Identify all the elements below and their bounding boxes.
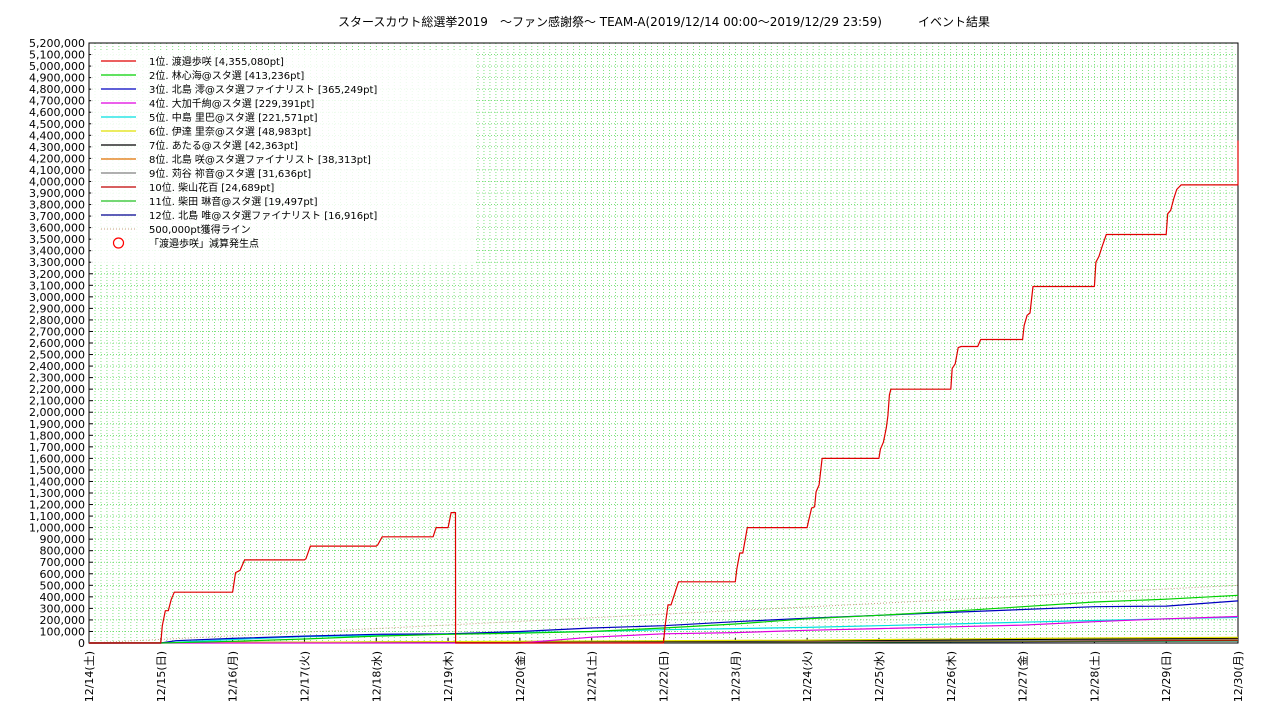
x-tick-label: 12/27(金) — [1016, 651, 1030, 702]
y-tick-label: 4,500,000 — [29, 118, 85, 131]
series-layer — [88, 140, 1239, 644]
y-tick-label: 3,200,000 — [29, 268, 85, 281]
y-tick-label: 1,600,000 — [29, 452, 85, 465]
x-tick-label: 12/24(火) — [801, 651, 814, 702]
legend-label: 8位. 北島 咲@スタ選ファイナリスト [38,313pt] — [149, 153, 371, 166]
y-tick-label: 1,400,000 — [29, 475, 85, 488]
y-tick-label: 200,000 — [40, 614, 86, 627]
y-tick-label: 4,900,000 — [29, 72, 85, 85]
y-tick-label: 1,700,000 — [29, 441, 85, 454]
x-tick-label: 12/22(日) — [658, 651, 671, 702]
y-tick-label: 900,000 — [40, 533, 86, 546]
y-tick-label: 300,000 — [40, 602, 86, 615]
y-tick-label: 3,900,000 — [29, 187, 85, 200]
x-tick-label: 12/21(土) — [586, 651, 599, 702]
series-line — [89, 615, 1239, 644]
y-tick-label: 2,900,000 — [29, 302, 85, 315]
legend-label: 3位. 北島 澪@スタ選ファイナリスト [365,249pt] — [149, 83, 377, 96]
x-tick-label: 12/19(木) — [442, 651, 455, 702]
axes: 0100,000200,000300,000400,000500,000600,… — [29, 37, 1245, 702]
x-tick-label: 12/28(土) — [1088, 651, 1101, 702]
y-tick-label: 1,500,000 — [29, 464, 85, 477]
x-tick-label: 12/17(火) — [298, 651, 311, 702]
y-tick-label: 4,800,000 — [29, 83, 85, 96]
legend-label: 6位. 伊達 里奈@スタ選 [48,983pt] — [149, 125, 311, 138]
y-tick-label: 4,200,000 — [29, 152, 85, 165]
legend: 1位. 渡邉歩咲 [4,355,080pt]2位. 林心海@スタ選 [413,2… — [91, 51, 476, 264]
legend-label: 11位. 柴田 琳音@スタ選 [19,497pt] — [149, 195, 318, 208]
y-tick-label: 3,400,000 — [29, 245, 85, 258]
y-tick-label: 1,300,000 — [29, 487, 85, 500]
y-tick-label: 2,300,000 — [29, 372, 85, 385]
y-tick-label: 2,000,000 — [29, 406, 85, 419]
legend-label: 4位. 大加千絢@スタ選 [229,391pt] — [149, 97, 314, 110]
y-tick-label: 4,400,000 — [29, 129, 85, 142]
legend-label: 「渡邉歩咲」減算発生点 — [149, 237, 259, 250]
legend-label: 1位. 渡邉歩咲 [4,355,080pt] — [149, 55, 284, 68]
y-tick-label: 3,800,000 — [29, 199, 85, 212]
y-tick-label: 1,000,000 — [29, 522, 85, 535]
y-tick-label: 4,300,000 — [29, 141, 85, 154]
series-line — [89, 140, 1239, 644]
legend-marker-icon — [112, 237, 125, 249]
x-tick-label: 12/18(水) — [370, 651, 383, 702]
legend-label: 12位. 北島 唯@スタ選ファイナリスト [16,916pt] — [149, 209, 377, 222]
y-tick-label: 3,700,000 — [29, 210, 85, 223]
y-tick-label: 100,000 — [40, 625, 86, 638]
y-tick-label: 600,000 — [40, 568, 86, 581]
y-tick-label: 3,000,000 — [29, 291, 85, 304]
y-tick-label: 2,400,000 — [29, 360, 85, 373]
y-tick-label: 5,200,000 — [29, 37, 85, 50]
y-tick-label: 3,600,000 — [29, 222, 85, 235]
series-line — [89, 600, 1239, 644]
y-tick-label: 1,100,000 — [29, 510, 85, 523]
y-tick-label: 5,100,000 — [29, 49, 85, 62]
y-tick-label: 3,300,000 — [29, 256, 85, 269]
legend-label: 500,000pt獲得ライン — [149, 223, 251, 236]
y-tick-label: 4,100,000 — [29, 164, 85, 177]
series-line — [89, 616, 1239, 644]
y-tick-label: 5,000,000 — [29, 60, 85, 73]
y-tick-label: 1,900,000 — [29, 418, 85, 431]
y-tick-label: 400,000 — [40, 591, 86, 604]
legend-box — [91, 51, 476, 264]
y-tick-label: 2,700,000 — [29, 325, 85, 338]
y-tick-label: 4,000,000 — [29, 175, 85, 188]
x-tick-label: 12/20(金) — [513, 651, 527, 702]
y-tick-label: 2,600,000 — [29, 337, 85, 350]
y-tick-label: 800,000 — [40, 545, 86, 558]
legend-label: 9位. 苅谷 祢音@スタ選 [31,636pt] — [149, 167, 311, 180]
chart-title: スタースカウト総選挙2019 ～ファン感謝祭～ TEAM-A(2019/12/1… — [338, 14, 990, 29]
x-tick-label: 12/26(木) — [945, 651, 958, 702]
grid-lines — [89, 43, 1238, 643]
y-tick-label: 4,600,000 — [29, 106, 85, 119]
x-tick-label: 12/16(月) — [227, 651, 240, 702]
y-tick-label: 3,100,000 — [29, 279, 85, 292]
y-tick-label: 2,100,000 — [29, 395, 85, 408]
x-tick-label: 12/23(月) — [729, 651, 742, 702]
y-tick-label: 2,200,000 — [29, 383, 85, 396]
y-tick-label: 2,500,000 — [29, 349, 85, 362]
legend-label: 10位. 柴山花百 [24,689pt] — [149, 181, 274, 194]
series-line — [89, 594, 1239, 644]
legend-label: 2位. 林心海@スタ選 [413,236pt] — [149, 69, 304, 82]
x-tick-label: 12/14(土) — [83, 651, 96, 702]
y-tick-label: 500,000 — [40, 579, 86, 592]
x-tick-label: 12/29(日) — [1160, 651, 1173, 702]
y-tick-label: 4,700,000 — [29, 95, 85, 108]
y-tick-label: 1,800,000 — [29, 429, 85, 442]
x-tick-label: 12/15(日) — [155, 651, 168, 702]
y-tick-label: 3,500,000 — [29, 233, 85, 246]
y-tick-label: 700,000 — [40, 556, 86, 569]
x-tick-label: 12/25(水) — [873, 651, 886, 702]
y-tick-label: 0 — [78, 637, 85, 650]
y-tick-label: 1,200,000 — [29, 499, 85, 512]
legend-label: 7位. あたる@スタ選 [42,363pt] — [149, 139, 298, 152]
legend-label: 5位. 中島 里巴@スタ選 [221,571pt] — [149, 111, 318, 124]
x-tick-label: 12/30(月) — [1232, 651, 1245, 702]
y-tick-label: 2,800,000 — [29, 314, 85, 327]
